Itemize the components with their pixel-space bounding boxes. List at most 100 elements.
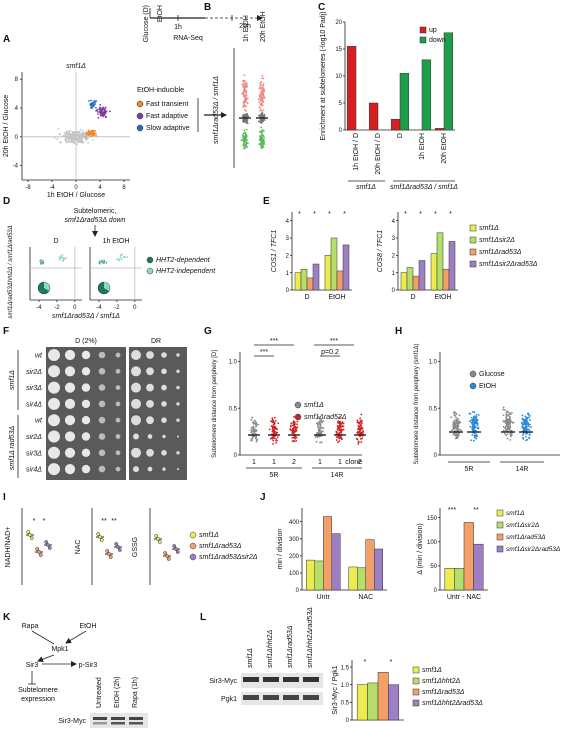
panel-label: G (204, 326, 212, 337)
scatter-dot (242, 85, 245, 88)
legend-swatch (189, 553, 197, 561)
band-label: Sir3-Myc (58, 718, 86, 725)
timeline-label: Glucose (D) (143, 5, 150, 42)
bar (444, 568, 455, 591)
panel-label: F (3, 326, 9, 337)
x-axis-label: 1h EtOH / Glucose (47, 192, 105, 199)
scatter-dot (529, 415, 531, 417)
spot (133, 433, 139, 440)
scatter-dot (529, 419, 531, 421)
scatter-dot (98, 535, 102, 539)
timeline-label: EtOH (157, 5, 164, 22)
y-tick-label: 2 (286, 254, 290, 260)
scatter-dot (335, 436, 338, 439)
scatter-dot (102, 115, 105, 118)
band (243, 695, 259, 700)
x-tick-label: D (304, 294, 309, 301)
legend-swatch (419, 36, 427, 44)
scatter-dot (243, 104, 246, 106)
scatter-dot (521, 423, 524, 426)
y-tick-label: 1.5 (341, 665, 350, 671)
bar (418, 260, 426, 291)
plate-header: D (2%) (75, 338, 97, 345)
scatter-dot (44, 540, 49, 544)
scatter-dot (79, 138, 82, 141)
scatter-dot (251, 416, 254, 419)
spot (176, 402, 180, 406)
bar (473, 543, 484, 591)
scatter-dot (241, 93, 243, 95)
legend-swatch (469, 370, 477, 378)
x-tick-label: -2 (54, 305, 60, 311)
scatter-dot (94, 102, 96, 105)
y-axis-label: Subtelomere distance from periphery [D] (212, 350, 218, 458)
lane-label: Rapa (1h) (132, 677, 139, 708)
scatter-dot (357, 443, 360, 445)
scatter-dot (342, 425, 345, 428)
x-tick-label: -2 (114, 305, 120, 311)
spot (161, 384, 167, 391)
scatter-dot (272, 439, 275, 442)
legend-swatch (419, 26, 427, 34)
scatter-dot (505, 429, 507, 432)
scatter-dot (474, 425, 477, 428)
bar (463, 522, 474, 591)
significance: ** (111, 518, 117, 525)
scatter-dot (82, 133, 85, 136)
scatter-dot (506, 437, 509, 440)
band (93, 717, 107, 720)
scatter-dot (99, 114, 102, 117)
spot (98, 384, 106, 391)
scatter-dot (65, 130, 68, 133)
y-tick-label: 20 (335, 20, 342, 26)
group-label: smf1Δ (9, 370, 16, 390)
scatter-dot (509, 435, 512, 438)
legend-label: smf1Δsir2Δ (506, 522, 539, 529)
scatter-dot (314, 435, 317, 438)
scatter-dot (453, 413, 456, 415)
scatter-dot (259, 113, 262, 116)
scatter-dot (360, 419, 363, 422)
scatter-dot (473, 429, 476, 432)
scatter-dot (262, 109, 265, 111)
scatter-dot (102, 261, 105, 264)
bar (336, 270, 344, 291)
scatter-dot (243, 129, 246, 132)
scatter-dot (101, 114, 104, 116)
scatter-dot (65, 140, 67, 143)
y-axis-label: Δ (min / division) (417, 523, 424, 574)
legend-swatch (496, 545, 504, 553)
scatter-dot (502, 408, 505, 411)
scatter-dot (60, 256, 63, 259)
scatter-dot (337, 421, 340, 424)
scatter-dot (259, 100, 262, 102)
scatter-dot (260, 126, 262, 129)
scatter-dot (92, 134, 95, 137)
y-axis-label: smf1Δrad53Δhht2Δ / smf1Δrad53Δ (8, 225, 14, 318)
spot (176, 353, 180, 357)
scatter-dot (459, 421, 462, 424)
scatter-dot (81, 141, 84, 144)
scatter-dot (527, 416, 530, 419)
scatter-dot (26, 530, 31, 534)
bar (390, 118, 401, 131)
significance: * (298, 211, 301, 218)
scatter-dot (505, 421, 507, 424)
scatter-dot (65, 138, 68, 141)
scatter-dot (242, 120, 245, 123)
legend-label: smf1Δsir2Δrad53Δ (479, 261, 538, 268)
bar (346, 46, 357, 131)
legend-swatch (189, 531, 197, 539)
clone-label: clone (345, 459, 362, 466)
scatter-dot (253, 435, 255, 438)
scatter-dot (166, 557, 171, 561)
scatter-dot (260, 90, 263, 93)
spot (176, 468, 180, 471)
scatter-dot (261, 74, 264, 77)
scatter-dot (454, 419, 457, 421)
scatter-dot (476, 422, 479, 425)
panel-label: H (395, 326, 402, 337)
scatter-dot (82, 135, 85, 138)
scatter-dot (263, 97, 266, 99)
band (263, 677, 279, 682)
